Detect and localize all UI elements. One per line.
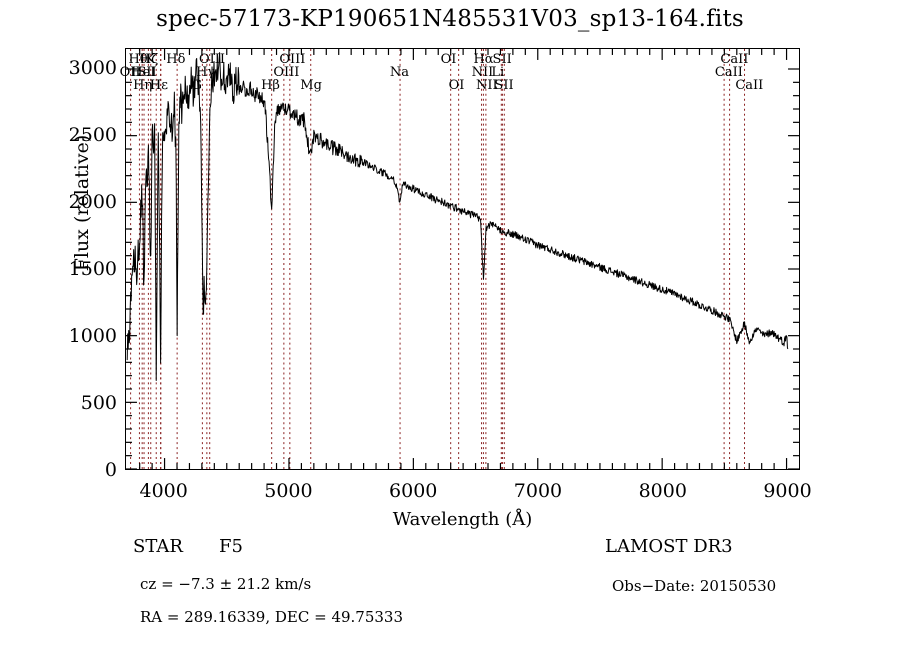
spectral-line-label: OIII <box>279 52 306 67</box>
x-tick-label: 8000 <box>638 480 687 502</box>
x-tick-label: 7000 <box>513 480 563 502</box>
spectral-line-label: HeI <box>131 65 156 80</box>
coordinates: RA = 289.16339, DEC = 49.75333 <box>140 608 404 626</box>
axis-tick-group <box>126 49 799 469</box>
spectral-line-label: Hγ <box>196 65 216 80</box>
y-axis-label: Flux (relative) <box>71 134 93 272</box>
spectral-line-label: OI <box>440 52 457 67</box>
spectral-line-label: SII <box>137 65 157 80</box>
spectral-line-label: OIII <box>273 65 300 80</box>
spectral-line-label: Hζ <box>139 52 159 67</box>
page-title: spec-57173-KP190651N485531V03_sp13-164.f… <box>156 6 744 32</box>
spectral-class: F5 <box>219 536 243 557</box>
spectral-line-label: Hα <box>473 52 494 67</box>
spectral-line-label: CaII <box>720 52 749 67</box>
spectral-line-label: Na <box>389 65 409 80</box>
y-tick-label: 1000 <box>68 325 117 348</box>
spectral-line-label: Hβ <box>261 78 280 93</box>
spectral-line-label: Hθ <box>128 52 148 67</box>
spectral-line-label: G <box>191 78 202 93</box>
x-axis-label: Wavelength (Å) <box>392 509 533 530</box>
y-tick-label: 0 <box>104 459 117 481</box>
x-tick-label: 9000 <box>763 480 812 502</box>
y-tick-label: 500 <box>80 392 117 415</box>
line-id-labels: OII Hθ HeI Hη K SII H Hζ Hε Hδ Hγ G OIII Hβ OIII OIII Mg… <box>120 49 799 469</box>
spectral-line-label: OI <box>448 78 465 93</box>
spectral-line-label: OII <box>119 65 141 80</box>
redshift-velocity: cz = −7.3 ± 21.2 km/s <box>140 575 312 593</box>
spectral-line-label: Hη <box>133 78 153 93</box>
spectral-line-label: SII <box>492 52 512 67</box>
spectrum-trace <box>126 52 789 382</box>
obs-date: Obs−Date: 20150530 <box>612 577 777 595</box>
spectral-line-label: NII <box>475 78 498 93</box>
y-tick-label: 1500 <box>68 258 117 281</box>
spectral-line-label: Hδ <box>166 52 186 67</box>
object-type: STAR <box>133 536 183 557</box>
spectral-line-label: OIII <box>198 52 226 67</box>
x-tick-label: 5000 <box>264 480 313 502</box>
y-tick-label: 3000 <box>68 57 117 80</box>
spectral-line-label: CaII <box>714 65 743 80</box>
spectral-line-label: Mg <box>300 78 322 93</box>
spectral-line-label: SII <box>494 78 514 93</box>
x-tick-label: 4000 <box>139 480 188 502</box>
y-tick-label: 2500 <box>68 124 117 147</box>
spectral-line-label: K <box>145 52 156 67</box>
spectral-line-label: Li <box>491 65 505 80</box>
x-tick-label: 6000 <box>389 480 438 502</box>
y-tick-label: 2000 <box>68 191 117 214</box>
plot-area: OII Hθ HeI Hη K SII H Hζ Hε Hδ Hγ G OIII Hβ OIII OIII Mg… <box>120 48 800 470</box>
spectral-line-label: Hε <box>149 78 168 93</box>
spectral-line-label: NII <box>471 65 494 80</box>
spectral-line-label: CaII <box>735 78 764 93</box>
line-marker-group <box>130 49 746 469</box>
spectrum-canvas <box>126 49 799 469</box>
survey-label: LAMOST DR3 <box>605 536 733 557</box>
spectral-line-label: H <box>149 78 162 93</box>
